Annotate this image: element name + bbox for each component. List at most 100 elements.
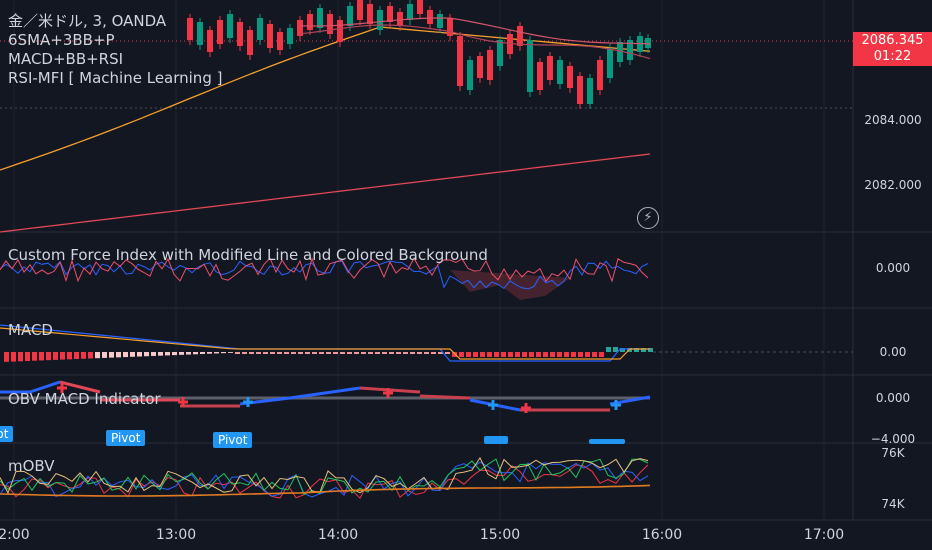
candle-body [217,20,223,44]
time-axis-label: 2:00 [0,527,30,543]
candle-body [577,76,583,104]
macd-histogram-bar [228,352,233,353]
macd-histogram-bar [473,352,478,357]
macd-histogram-bar [452,352,457,357]
mobv-ma-line [0,484,651,497]
candle-body [407,4,413,20]
obv-macd-axis-label: 0.000 [875,391,911,405]
macd-histogram-bar [39,352,44,361]
candle-body [517,26,523,46]
time-axis-label: 13:00 [155,527,197,543]
candle-body [267,24,273,48]
macd-histogram-bar [389,352,394,354]
candle-body [357,0,363,20]
macd-histogram-bar [529,352,534,357]
pivot-tag: Pivot [106,430,146,446]
macd-histogram-bar [613,347,618,352]
mobv-pane[interactable] [0,456,651,500]
macd-histogram-bar [67,352,72,360]
macd-histogram-bar [466,352,471,357]
candle-body [427,10,433,24]
obv-macd-pane[interactable] [0,380,651,413]
macd-histogram-bar [536,352,541,357]
bollinger-line [299,24,651,60]
obv-macd-line [289,386,361,400]
macd-histogram-bar [109,352,114,358]
candle-body [277,32,283,50]
pivot-tag: Pivot [0,426,14,442]
macd-histogram-bar [270,352,275,354]
candle-body [645,38,651,48]
price-axis-label: 2084.000 [864,113,922,127]
macd-histogram-bar [333,352,338,354]
indicator-macd-bb-rsi[interactable]: MACD+BB+RSI [8,50,124,68]
macd-histogram-bar [158,352,163,356]
macd-histogram-bar [151,352,156,356]
obv-macd-line [29,380,61,394]
candle-body [387,6,393,22]
macd-histogram-bar [403,352,408,354]
symbol-title[interactable]: 金／米ドル, 3, OANDA [8,12,167,30]
macd-histogram-bar [172,352,177,356]
mobv-title[interactable]: mOBV [8,457,55,475]
candle-body [477,56,483,78]
macd-histogram-bar [557,352,562,357]
force-index-axis-label: 0.000 [875,261,911,275]
candle-body [397,12,403,26]
price-pane[interactable] [0,0,651,233]
time-axis-label: 17:00 [803,527,845,543]
indicator-sma-bb[interactable]: 6SMA+3BB+P [8,31,115,49]
macd-histogram-bar [599,352,604,357]
macd-histogram-bar [501,352,506,357]
lightning-icon[interactable]: ⚡ [637,207,659,229]
candle-body [467,60,473,90]
force-index-title[interactable]: Custom Force Index with Modified Line an… [8,246,488,264]
macd-histogram-bar [305,352,310,354]
macd-histogram-bar [508,352,513,357]
candle-body [227,14,233,38]
macd-histogram-bar [291,352,296,354]
macd-histogram-bar [32,352,37,361]
macd-histogram-bar [571,352,576,357]
force-index-pane[interactable] [0,256,649,300]
time-axis-label: 15:00 [479,527,521,543]
mobv-axis-label: 76K [881,446,905,460]
macd-histogram-bar [11,352,16,362]
macd-histogram-bar [648,348,653,352]
macd-histogram-bar [459,352,464,357]
macd-histogram-bar [179,352,184,355]
macd-histogram-bar [368,352,373,354]
force-index-red-line [0,256,649,283]
candle-body [327,14,333,34]
macd-histogram-bar [123,352,128,358]
price-axis-label: 2082.000 [864,178,922,192]
macd-histogram-bar [375,352,380,354]
macd-histogram-bar [25,352,30,361]
last-price-badge: 2086.345 01:22 [853,32,932,66]
candle-body [597,60,603,90]
macd-histogram-bar [277,352,282,354]
obv-macd-title[interactable]: OBV MACD Indicator [8,390,161,408]
macd-histogram-bar [494,352,499,357]
macd-histogram-bar [130,352,135,357]
macd-histogram-bar [144,352,149,357]
candle-body [257,18,263,40]
candle-body [197,22,203,45]
candle-body [567,66,573,88]
macd-histogram-bar [242,352,247,354]
macd-histogram-bar [424,352,429,354]
macd-histogram-bar [312,352,317,354]
macd-histogram-bar [88,352,93,359]
candle-body [317,8,323,28]
macd-pane[interactable] [0,324,653,362]
macd-histogram-bar [522,352,527,357]
candle-body [187,18,193,40]
macd-title[interactable]: MACD [8,321,53,339]
macd-histogram-bar [60,352,65,360]
macd-histogram-bar [347,352,352,354]
obv-macd-line [419,394,471,400]
indicator-rsi-mfi[interactable]: RSI-MFI [ Machine Learning ] [8,69,223,87]
macd-histogram-bar [634,348,639,352]
candle-body [307,14,313,30]
